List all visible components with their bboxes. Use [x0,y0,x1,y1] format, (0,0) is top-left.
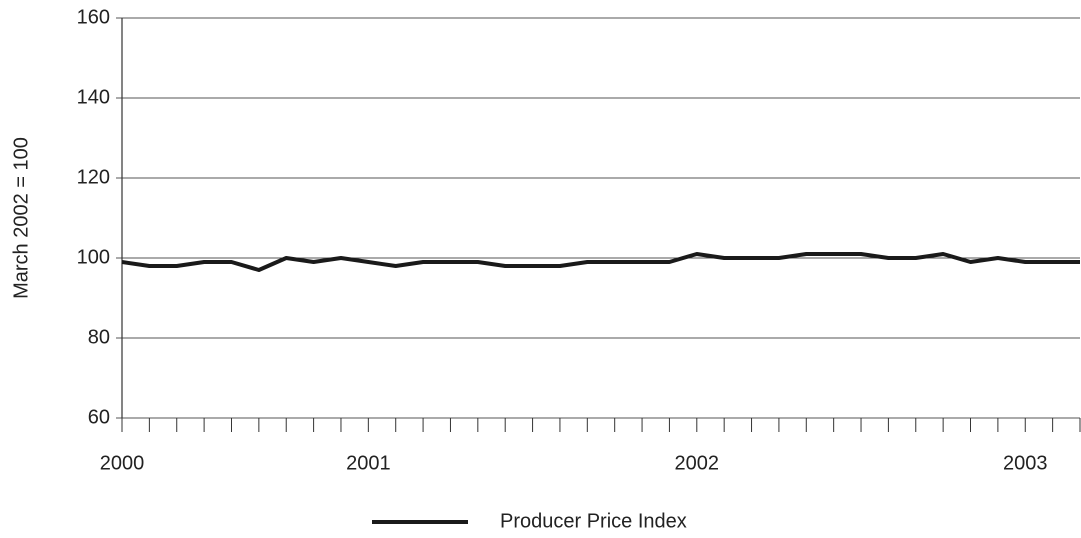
y-tick-label: 100 [77,246,110,268]
y-axis-label: March 2002 = 100 [10,137,32,299]
y-tick-label: 80 [88,326,110,348]
x-tick-label: 2001 [346,452,391,474]
legend-label: Producer Price Index [500,510,687,532]
y-tick-label: 160 [77,6,110,28]
x-tick-label: 2002 [675,452,720,474]
x-tick-label: 2000 [100,452,145,474]
y-tick-label: 120 [77,166,110,188]
y-tick-label: 60 [88,406,110,428]
x-tick-label: 2003 [1003,452,1048,474]
y-tick-label: 140 [77,86,110,108]
data-line [121,252,1080,272]
